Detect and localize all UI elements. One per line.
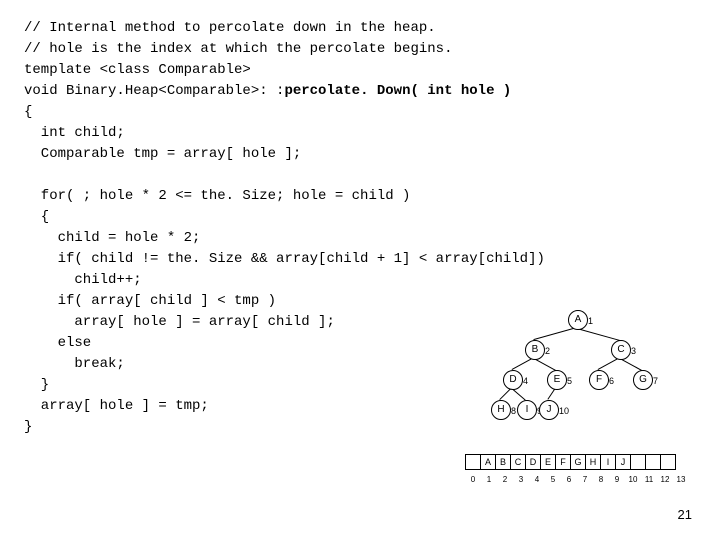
array-cell: D xyxy=(526,455,541,470)
code-line: array[ hole ] = tmp; xyxy=(24,398,209,414)
code-line: } xyxy=(24,419,32,435)
array-cell xyxy=(646,455,661,470)
array-index-label: 10 xyxy=(626,475,640,484)
code-line: break; xyxy=(24,356,125,372)
array-index-label: 6 xyxy=(562,475,576,484)
array-cell: H xyxy=(586,455,601,470)
tree-node-number: 4 xyxy=(523,376,528,386)
array-cell xyxy=(466,455,481,470)
code-line: int child; xyxy=(24,125,125,141)
array-row: ABCDEFGHIJ xyxy=(466,455,676,470)
tree-node: C xyxy=(611,340,631,360)
tree-node-number: 10 xyxy=(559,406,569,416)
tree-node-number: 5 xyxy=(567,376,572,386)
array-index-label: 13 xyxy=(674,475,688,484)
code-line: child = hole * 2; xyxy=(24,230,200,246)
code-line: for( ; hole * 2 <= the. Size; hole = chi… xyxy=(24,188,410,204)
code-line: child++; xyxy=(24,272,142,288)
array-cell xyxy=(661,455,676,470)
tree-node-number: 6 xyxy=(609,376,614,386)
array-cell: F xyxy=(556,455,571,470)
tree-node: J xyxy=(539,400,559,420)
tree-node: E xyxy=(547,370,567,390)
tree-node: B xyxy=(525,340,545,360)
array-index-label: 8 xyxy=(594,475,608,484)
array-index-label: 7 xyxy=(578,475,592,484)
array-index-label: 12 xyxy=(658,475,672,484)
code-line: template <class Comparable> xyxy=(24,62,251,78)
array-index-label: 5 xyxy=(546,475,560,484)
tree-node: G xyxy=(633,370,653,390)
tree-node: I xyxy=(517,400,537,420)
array-cell: E xyxy=(541,455,556,470)
array-cell: A xyxy=(481,455,496,470)
code-line: { xyxy=(24,104,32,120)
code-line: { xyxy=(24,209,49,225)
tree-node: F xyxy=(589,370,609,390)
page-number: 21 xyxy=(678,507,692,522)
tree-edge xyxy=(534,358,556,371)
array-index-label: 3 xyxy=(514,475,528,484)
code-line: array[ hole ] = array[ child ]; xyxy=(24,314,335,330)
array-cell: B xyxy=(496,455,511,470)
array-cell: C xyxy=(511,455,526,470)
array-index-label: 1 xyxy=(482,475,496,484)
array-cell xyxy=(631,455,646,470)
array-index-label: 4 xyxy=(530,475,544,484)
tree-edge xyxy=(577,328,620,341)
tree-edge xyxy=(620,358,642,371)
tree-node: A xyxy=(568,310,588,330)
code-line: Comparable tmp = array[ hole ]; xyxy=(24,146,301,162)
tree-node: H xyxy=(491,400,511,420)
code-line-bold: percolate. Down( int hole ) xyxy=(284,83,511,99)
tree-node-number: 8 xyxy=(511,406,516,416)
array-table: ABCDEFGHIJ xyxy=(465,454,676,470)
array-index-label: 0 xyxy=(466,475,480,484)
tree-node-number: 2 xyxy=(545,346,550,356)
tree-node-number: 7 xyxy=(653,376,658,386)
array-cell: G xyxy=(571,455,586,470)
code-line: void Binary.Heap<Comparable>: : xyxy=(24,83,284,99)
code-line: } xyxy=(24,377,49,393)
tree-node: D xyxy=(503,370,523,390)
tree-node-number: 1 xyxy=(588,316,593,326)
code-line: else xyxy=(24,335,91,351)
array-cell: I xyxy=(601,455,616,470)
tree-node-number: 3 xyxy=(631,346,636,356)
code-line: if( child != the. Size && array[child + … xyxy=(24,251,545,267)
tree-edge xyxy=(534,327,577,340)
array-index-label: 2 xyxy=(498,475,512,484)
array-index-label: 11 xyxy=(642,475,656,484)
code-line: if( array[ child ] < tmp ) xyxy=(24,293,276,309)
code-line: // hole is the index at which the percol… xyxy=(24,41,452,57)
code-line: // Internal method to percolate down in … xyxy=(24,20,436,36)
heap-diagram: A1B2C3D4E5F6G7H8I9J10 ABCDEFGHIJ 0123456… xyxy=(465,310,690,470)
array-index-label: 9 xyxy=(610,475,624,484)
array-cell: J xyxy=(616,455,631,470)
